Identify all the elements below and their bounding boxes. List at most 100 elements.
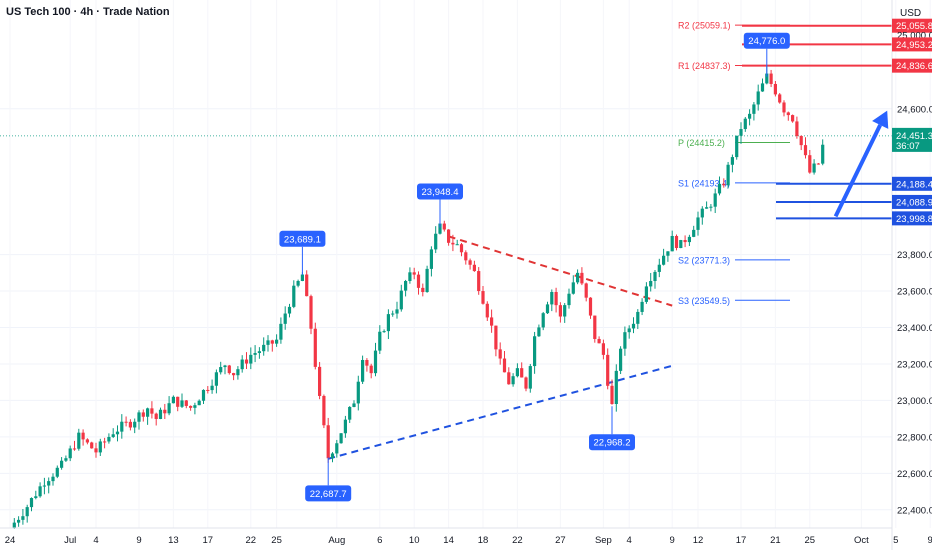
candle-body: [98, 441, 102, 453]
candle-body: [309, 296, 313, 329]
candle-body: [429, 249, 433, 269]
x-tick-label: 5: [893, 535, 898, 546]
candle-body: [12, 522, 16, 528]
candle-body: [55, 467, 59, 477]
price-marker-label: 22,968.2: [594, 438, 631, 449]
candle-body: [683, 240, 687, 243]
candle-body: [748, 113, 752, 119]
candle-body: [206, 389, 210, 391]
price-marker: [589, 434, 635, 451]
candle-body: [386, 314, 390, 332]
candle-body: [94, 448, 98, 453]
price-axis-labels: 25,055.825,000.024,953.2 24,836.6 24,188.4…: [892, 18, 932, 226]
pivot-label: R1 (24837.3): [678, 61, 731, 71]
candle-body: [335, 443, 339, 454]
candle-body: [447, 229, 451, 243]
candle-body: [666, 251, 670, 256]
candle-body: [240, 359, 244, 370]
candle-body: [365, 359, 369, 366]
candle-body: [631, 323, 636, 329]
candle-body: [696, 217, 700, 230]
candle-body: [459, 244, 464, 253]
candle-body: [610, 385, 614, 405]
candle-body: [601, 343, 605, 355]
candle-body: [369, 365, 373, 374]
candle-body: [416, 274, 421, 288]
y-tick-label: 22,400.0: [897, 505, 932, 516]
candle-body: [184, 400, 188, 406]
candle-body: [735, 135, 739, 158]
price-level-text: 23,998.8: [896, 214, 932, 225]
price-level-tag: [892, 58, 932, 73]
x-tick-label: 4: [93, 535, 98, 546]
candle-body: [266, 340, 270, 345]
current-price-text: 24,451.3: [896, 131, 932, 142]
candle-body: [765, 73, 769, 84]
candle-body: [412, 272, 416, 275]
candle-body: [455, 244, 459, 246]
candle-body: [619, 348, 623, 371]
x-tick-label: 18: [478, 535, 489, 546]
price-level-text: 25,055.8: [896, 21, 932, 32]
candle-body: [434, 233, 438, 250]
candle-body: [60, 460, 64, 468]
candle-body: [322, 395, 326, 426]
x-tick-label: Jul: [64, 535, 76, 546]
candle-body: [64, 458, 68, 461]
candle-body: [717, 183, 722, 194]
y-tick-label: 23,400.0: [897, 323, 932, 334]
candle-body: [816, 163, 820, 165]
candle-body: [326, 425, 330, 459]
candle-body: [786, 112, 790, 116]
candle-body: [679, 240, 683, 249]
x-tick-label: 9: [928, 535, 932, 546]
price-level-tag: [892, 194, 932, 209]
candle-body: [124, 421, 128, 423]
candle-body: [554, 292, 558, 306]
candle-body: [232, 373, 236, 376]
candle-body: [180, 400, 184, 407]
candle-body: [803, 145, 808, 156]
candles: [12, 65, 825, 529]
candle-body: [167, 403, 171, 414]
x-tick-label: Aug: [328, 535, 345, 546]
chart-title: US Tech 100 · 4h · Trade Nation: [6, 6, 170, 18]
candle-body: [791, 115, 795, 122]
candle-body: [120, 421, 124, 432]
candle-body: [283, 313, 287, 324]
x-tick-label: 9: [136, 535, 141, 546]
pivot-label: S2 (23771.3): [678, 255, 730, 265]
up-arrow: [833, 110, 889, 218]
price-markers: 23,689.1 23,948.4 22,687.7 22,968.2 24,776.0: [279, 32, 790, 502]
candle-body: [356, 381, 360, 404]
price-level-tag: [892, 37, 932, 52]
y-tick-label: 22,800.0: [897, 432, 932, 443]
candle-body: [692, 229, 696, 237]
candle-body: [485, 303, 489, 318]
candle-body: [657, 264, 661, 272]
candle-body: [563, 305, 567, 317]
x-tick-label: 17: [736, 535, 747, 546]
price-marker: [743, 32, 790, 49]
candle-body: [227, 365, 231, 374]
candle-body: [662, 255, 666, 265]
candle-body: [528, 366, 532, 389]
candle-body: [90, 442, 94, 449]
candle-body: [494, 325, 498, 350]
candle-body: [85, 439, 89, 443]
price-level-text: 24,188.4: [896, 179, 932, 190]
x-tick-label: 21: [770, 535, 781, 546]
candle-body: [593, 315, 597, 339]
candle-body: [760, 83, 765, 92]
candle-body: [743, 118, 747, 130]
candle-body: [399, 290, 403, 310]
candle-body: [176, 396, 180, 407]
candle-body: [189, 405, 193, 408]
candle-body: [279, 323, 283, 340]
candle-body: [339, 433, 343, 444]
price-marker-label: 23,948.4: [422, 187, 459, 198]
candle-body: [361, 359, 365, 382]
candle-body: [163, 409, 167, 414]
candle-body: [821, 144, 825, 164]
